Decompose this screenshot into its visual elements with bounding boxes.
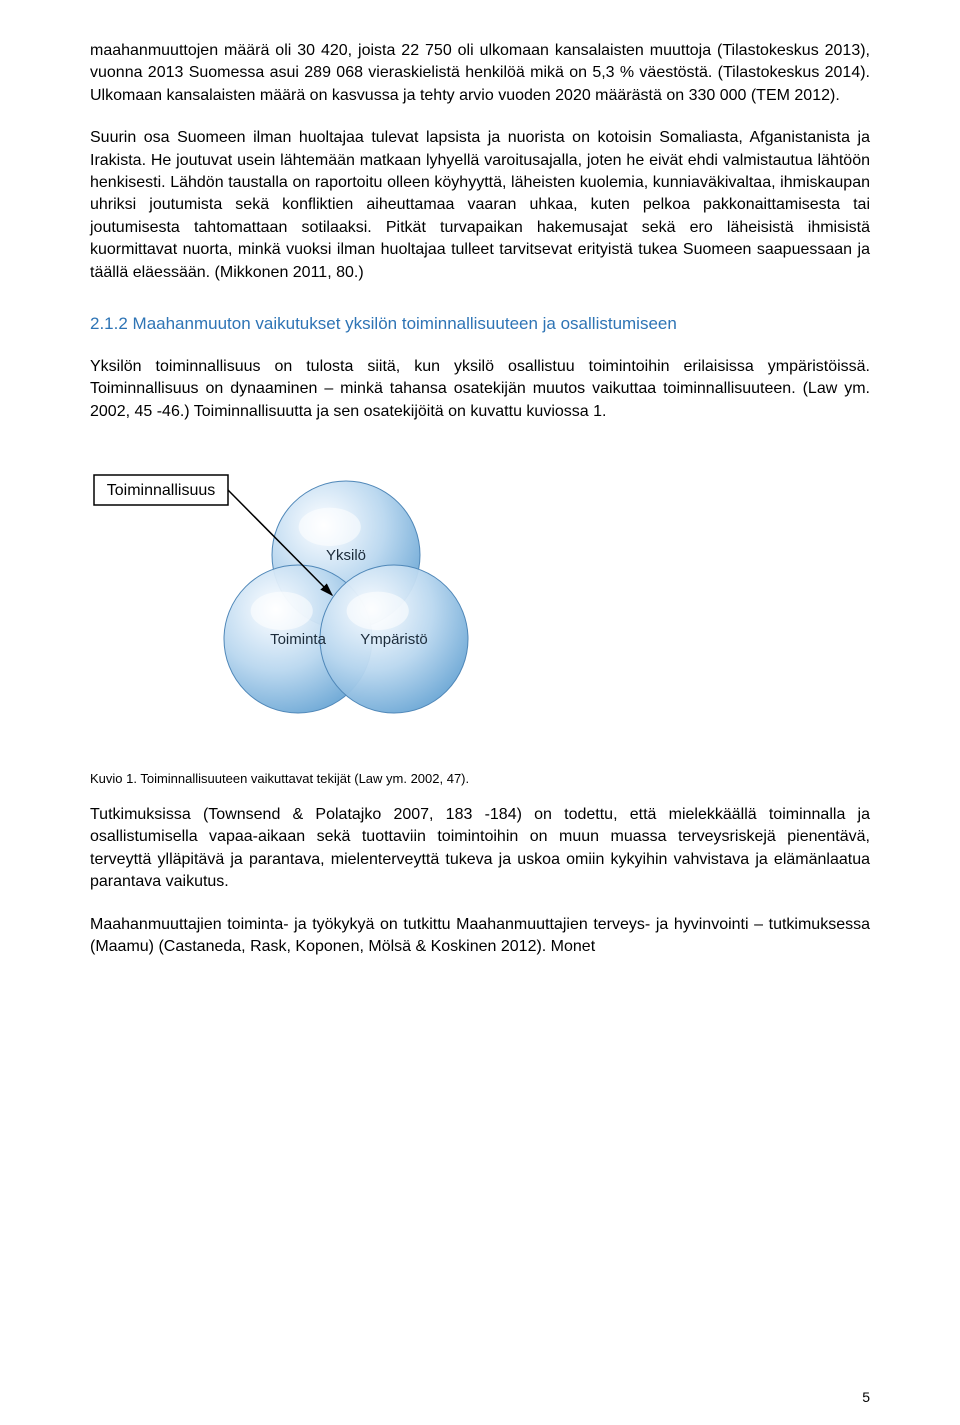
paragraph-2: Suurin osa Suomeen ilman huoltajaa tulev… (90, 127, 870, 284)
section-heading: 2.1.2 Maahanmuuton vaikutukset yksilön t… (90, 314, 870, 334)
page: maahanmuuttojen määrä oli 30 420, joista… (0, 0, 960, 1425)
venn-diagram: Yksilö Toiminta Ympäristö Toiminnallisuus (90, 443, 870, 753)
venn-label-toiminta: Toiminta (270, 631, 327, 648)
venn-box-label: Toiminnallisuus (107, 482, 216, 499)
paragraph-4: Tutkimuksissa (Townsend & Polatajko 2007… (90, 804, 870, 894)
paragraph-5: Maahanmuuttajien toiminta- ja työkykyä o… (90, 914, 870, 959)
venn-label-ymparisto: Ympäristö (360, 631, 428, 648)
venn-label-yksilo: Yksilö (326, 547, 366, 564)
paragraph-1: maahanmuuttojen määrä oli 30 420, joista… (90, 40, 870, 107)
page-number: 5 (862, 1389, 870, 1405)
venn-svg: Yksilö Toiminta Ympäristö Toiminnallisuus (90, 443, 520, 753)
figure-caption: Kuvio 1. Toiminnallisuuteen vaikuttavat … (90, 771, 870, 786)
paragraph-3: Yksilön toiminnallisuus on tulosta siitä… (90, 356, 870, 423)
